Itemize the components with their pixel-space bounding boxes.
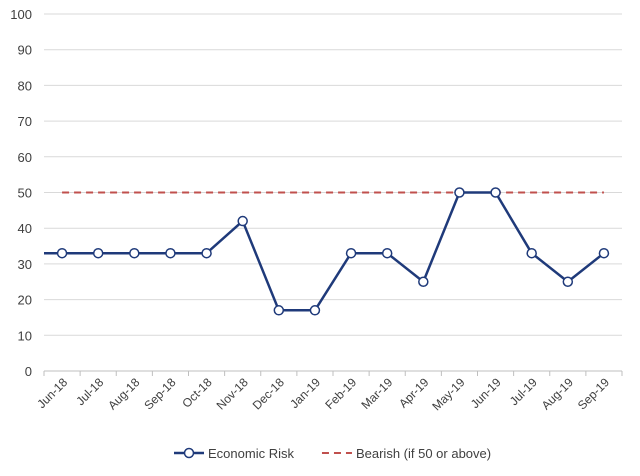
data-point-marker bbox=[454, 187, 465, 198]
x-tick-label: Mar-19 bbox=[359, 375, 396, 412]
x-tick-label: Aug-18 bbox=[105, 375, 142, 412]
x-tick-label: Feb-19 bbox=[322, 375, 359, 412]
y-tick-label: 100 bbox=[10, 7, 32, 22]
x-tick-label: Apr-19 bbox=[396, 375, 432, 411]
data-point-marker bbox=[381, 247, 393, 259]
legend: Economic Risk Bearish (if 50 or above) bbox=[174, 446, 491, 461]
legend-label: Economic Risk bbox=[208, 446, 294, 461]
data-point-marker bbox=[418, 276, 429, 287]
y-tick-label: 50 bbox=[18, 186, 32, 201]
y-axis: 0 10 20 30 40 50 60 70 80 90 100 bbox=[10, 7, 32, 379]
x-tick-label: Jul-18 bbox=[73, 375, 106, 408]
y-tick-label: 60 bbox=[18, 150, 32, 165]
data-point-marker bbox=[345, 247, 357, 259]
data-point-marker bbox=[237, 215, 248, 227]
y-tick-label: 90 bbox=[18, 43, 32, 58]
x-tick-label: Jul-19 bbox=[507, 375, 540, 408]
y-tick-label: 0 bbox=[25, 364, 32, 379]
y-tick-label: 10 bbox=[18, 328, 32, 343]
x-tick-label: Sep-18 bbox=[141, 375, 178, 412]
data-point-marker bbox=[129, 247, 140, 259]
data-point-marker bbox=[526, 247, 537, 259]
y-tick-label: 80 bbox=[18, 78, 32, 93]
x-tick-label: Jun-18 bbox=[34, 375, 70, 411]
series-layer bbox=[44, 187, 610, 316]
data-point-marker bbox=[598, 247, 610, 259]
y-tick-label: 20 bbox=[18, 293, 32, 308]
data-point-marker bbox=[273, 305, 285, 316]
x-tick-label: Oct-18 bbox=[179, 375, 215, 411]
data-point-marker bbox=[309, 305, 321, 316]
y-tick-label: 30 bbox=[18, 257, 32, 272]
data-point-marker bbox=[165, 247, 176, 259]
data-point-marker bbox=[56, 247, 68, 259]
data-point-marker bbox=[201, 247, 212, 259]
legend-item: Bearish (if 50 or above) bbox=[321, 446, 491, 461]
legend-item: Economic Risk bbox=[174, 446, 294, 461]
x-tick-label: Aug-19 bbox=[539, 375, 576, 412]
y-tick-label: 40 bbox=[18, 221, 32, 236]
x-tick-label: Jan-19 bbox=[287, 375, 323, 411]
data-point-marker bbox=[490, 187, 501, 198]
x-tick-label: Nov-18 bbox=[214, 375, 251, 412]
x-tick-label: Dec-18 bbox=[250, 375, 287, 412]
data-point-marker bbox=[92, 247, 104, 259]
data-point-marker bbox=[562, 276, 574, 287]
x-tick-label: Jun-19 bbox=[468, 375, 504, 411]
economic-risk-line bbox=[44, 191, 605, 312]
x-tick-label: May-19 bbox=[429, 375, 467, 413]
legend-marker-icon bbox=[183, 447, 195, 459]
y-tick-label: 70 bbox=[18, 114, 32, 129]
legend-label: Bearish (if 50 or above) bbox=[356, 446, 491, 461]
x-tick-label: Sep-19 bbox=[575, 375, 612, 412]
